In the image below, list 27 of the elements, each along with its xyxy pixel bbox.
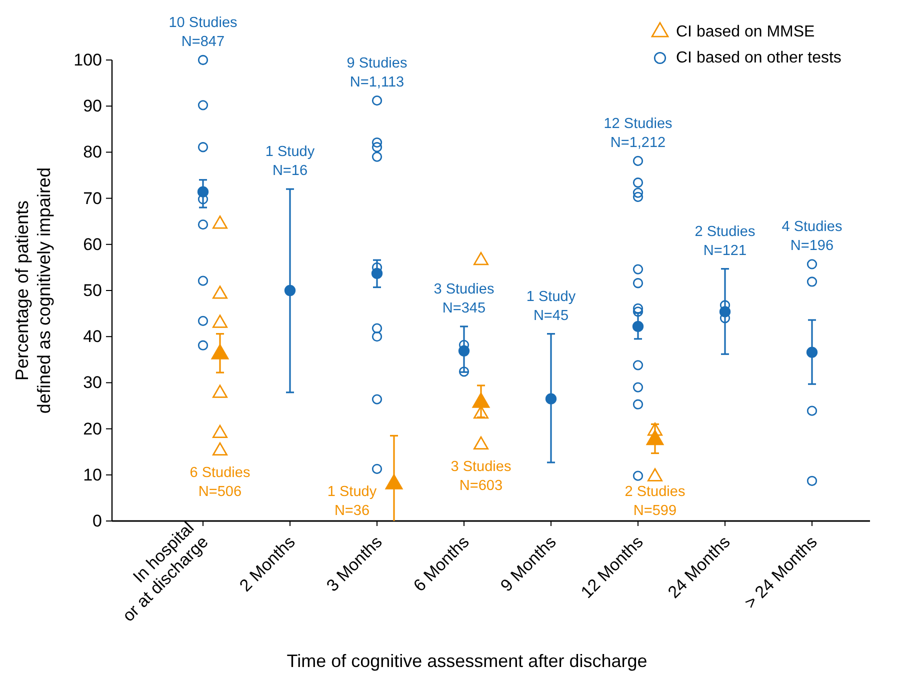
y-tick-label: 90: [83, 96, 102, 116]
annotation: 2 Studies N=599: [624, 484, 686, 519]
annotation: 4 Studies N=196: [782, 219, 842, 254]
annotation: 1 Study N=16: [265, 144, 316, 179]
y-axis-title: Percentage of patients defined as cognitively impaired: [12, 167, 54, 414]
y-tick-label: 100: [74, 50, 102, 70]
legend-label: CI based on MMSE: [676, 24, 815, 40]
y-tick-label: 10: [83, 465, 102, 484]
annotation: 9 Studies N=1,113: [346, 55, 408, 90]
y-tick-label: 50: [83, 281, 102, 300]
y-tick-label: 30: [83, 373, 102, 392]
y-tick-label: 20: [83, 419, 102, 438]
y-tick-label: 0: [92, 512, 102, 530]
annotation: 12 Studies N=1,212: [604, 116, 672, 151]
annotation: 3 Studies N=603: [450, 458, 512, 494]
y-tick-label: 40: [83, 327, 102, 346]
y-tick-label: 80: [83, 142, 102, 162]
annotation: 6 Studies N=506: [190, 464, 250, 500]
annotation: 2 Studies N=121: [694, 224, 756, 259]
x-axis-title: Time of cognitive assessment after discharge: [286, 651, 648, 671]
annotation: 1 Study N=45: [526, 288, 576, 324]
y-tick-label: 60: [83, 234, 102, 254]
legend-label: CI based on other tests: [676, 50, 842, 66]
y-tick-label: 70: [83, 188, 102, 208]
annotation: 3 Studies N=345: [434, 281, 494, 316]
text: 10 Studies N=847: [168, 14, 238, 50]
annotation: 1 Study N=36: [327, 484, 378, 519]
